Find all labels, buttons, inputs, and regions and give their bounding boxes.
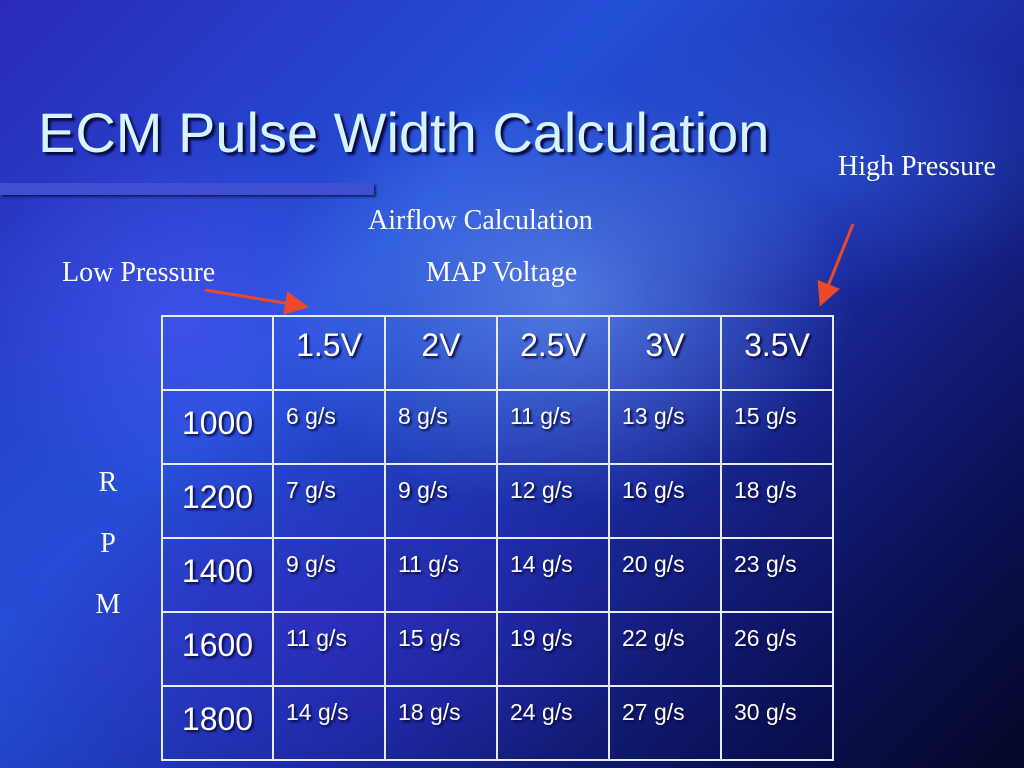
airflow-cell: 30 g/s: [720, 685, 834, 761]
airflow-cell: 20 g/s: [608, 537, 722, 613]
airflow-cell: 11 g/s: [384, 537, 498, 613]
airflow-cell: 22 g/s: [608, 611, 722, 687]
table-row: 1600 11 g/s 15 g/s 19 g/s 22 g/s 26 g/s: [161, 611, 834, 687]
airflow-cell: 15 g/s: [384, 611, 498, 687]
column-header: 3V: [608, 315, 722, 391]
column-header: 2V: [384, 315, 498, 391]
rpm-cell: 1000: [161, 389, 274, 465]
rpm-letter-p: P: [100, 528, 116, 559]
low-pressure-label: Low Pressure: [62, 257, 216, 288]
airflow-cell: 24 g/s: [496, 685, 610, 761]
column-header: 3.5V: [720, 315, 834, 391]
airflow-cell: 18 g/s: [720, 463, 834, 539]
airflow-table: 1.5V 2V 2.5V 3V 3.5V 1000 6 g/s 8 g/s 11…: [161, 315, 834, 761]
airflow-cell: 19 g/s: [496, 611, 610, 687]
rpm-letter-m: M: [95, 589, 121, 620]
low-pressure-arrow: [204, 288, 309, 315]
airflow-cell: 6 g/s: [272, 389, 386, 465]
slide-title: ECM Pulse Width Calculation: [38, 101, 770, 164]
airflow-cell: 14 g/s: [272, 685, 386, 761]
high-pressure-arrow: [817, 223, 855, 307]
airflow-cell: 9 g/s: [384, 463, 498, 539]
table-row: 1000 6 g/s 8 g/s 11 g/s 13 g/s 15 g/s: [161, 389, 834, 465]
airflow-cell: 23 g/s: [720, 537, 834, 613]
rpm-cell: 1400: [161, 537, 274, 613]
airflow-cell: 15 g/s: [720, 389, 834, 465]
table-row: 1200 7 g/s 9 g/s 12 g/s 16 g/s 18 g/s: [161, 463, 834, 539]
rpm-vertical-label: R P M: [94, 452, 122, 635]
rpm-cell: 1200: [161, 463, 274, 539]
airflow-cell: 12 g/s: [496, 463, 610, 539]
high-pressure-label: High Pressure: [838, 151, 996, 182]
airflow-cell: 11 g/s: [496, 389, 610, 465]
table-row: 1800 14 g/s 18 g/s 24 g/s 27 g/s 30 g/s: [161, 685, 834, 761]
rpm-cell: 1600: [161, 611, 274, 687]
airflow-cell: 16 g/s: [608, 463, 722, 539]
title-underline-bar: [0, 183, 374, 195]
airflow-cell: 9 g/s: [272, 537, 386, 613]
table-corner-cell: [161, 315, 274, 391]
table-header-row: 1.5V 2V 2.5V 3V 3.5V: [161, 315, 834, 391]
airflow-calculation-label: Airflow Calculation: [368, 205, 593, 236]
table-row: 1400 9 g/s 11 g/s 14 g/s 20 g/s 23 g/s: [161, 537, 834, 613]
rpm-cell: 1800: [161, 685, 274, 761]
airflow-cell: 7 g/s: [272, 463, 386, 539]
airflow-cell: 8 g/s: [384, 389, 498, 465]
airflow-cell: 27 g/s: [608, 685, 722, 761]
airflow-cell: 13 g/s: [608, 389, 722, 465]
airflow-cell: 11 g/s: [272, 611, 386, 687]
airflow-cell: 26 g/s: [720, 611, 834, 687]
airflow-cell: 14 g/s: [496, 537, 610, 613]
airflow-cell: 18 g/s: [384, 685, 498, 761]
column-header: 1.5V: [272, 315, 386, 391]
column-header: 2.5V: [496, 315, 610, 391]
rpm-letter-r: R: [98, 467, 118, 498]
map-voltage-label: MAP Voltage: [426, 257, 578, 288]
